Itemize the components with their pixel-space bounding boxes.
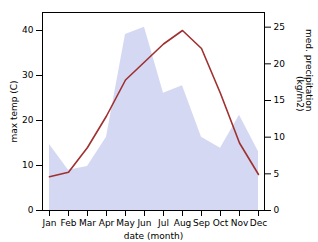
svg-text:10: 10: [22, 160, 34, 170]
svg-text:30: 30: [22, 70, 34, 80]
svg-text:40: 40: [22, 25, 34, 35]
svg-text:Aug: Aug: [174, 218, 192, 228]
svg-text:Feb: Feb: [61, 218, 77, 228]
svg-text:Nov: Nov: [231, 218, 249, 228]
svg-text:May: May: [116, 218, 135, 228]
svg-text:Sep: Sep: [193, 218, 210, 228]
svg-text:15: 15: [274, 95, 285, 105]
svg-text:Jan: Jan: [42, 218, 57, 228]
svg-text:Mar: Mar: [79, 218, 96, 228]
svg-text:25: 25: [274, 22, 285, 32]
svg-text:20: 20: [22, 115, 34, 125]
svg-text:0: 0: [28, 205, 34, 215]
svg-text:Jun: Jun: [136, 218, 151, 228]
svg-text:20: 20: [274, 59, 286, 69]
svg-text:med. precipitation(kg/m2): med. precipitation(kg/m2): [295, 29, 314, 111]
svg-text:Jul: Jul: [157, 218, 169, 228]
svg-text:0: 0: [274, 205, 280, 215]
svg-text:Apr: Apr: [99, 218, 115, 228]
svg-text:Dec: Dec: [250, 218, 267, 228]
svg-text:Oct: Oct: [213, 218, 229, 228]
svg-text:max temp (C): max temp (C): [9, 80, 19, 142]
svg-text:10: 10: [274, 132, 286, 142]
svg-text:5: 5: [274, 169, 280, 179]
svg-text:date (month): date (month): [124, 231, 183, 241]
